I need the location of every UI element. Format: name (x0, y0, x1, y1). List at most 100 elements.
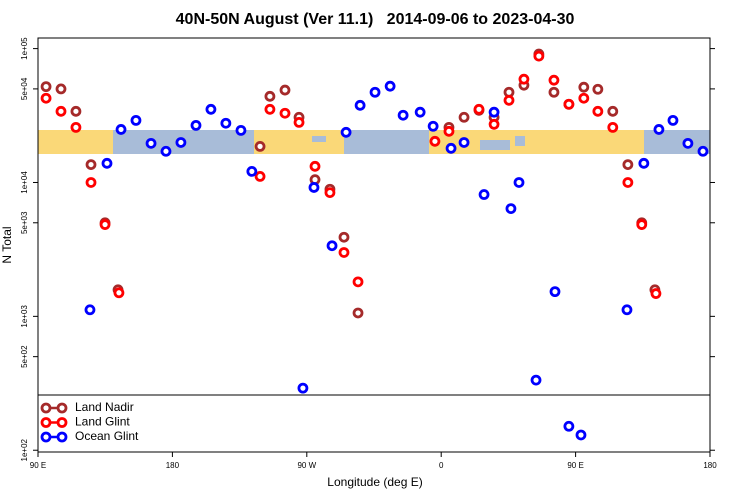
y-tick-label: 5e+04 (20, 77, 29, 100)
point (563, 420, 575, 432)
point (622, 177, 634, 188)
point (55, 83, 67, 95)
plot-frame (37, 37, 711, 453)
point (175, 137, 187, 148)
point (338, 247, 350, 258)
point (130, 114, 142, 126)
point (607, 121, 619, 133)
point (352, 307, 364, 319)
point (443, 125, 455, 137)
point (548, 74, 560, 86)
chart-title: 40N-50N August (Ver 11.1) 2014-09-06 to … (176, 11, 575, 28)
y-axis-label: N Total (0, 226, 14, 263)
point (99, 219, 111, 230)
point (513, 177, 525, 188)
point (354, 99, 366, 111)
map-strip (38, 130, 710, 154)
point (548, 86, 560, 98)
point (246, 165, 258, 177)
point (518, 73, 530, 85)
point (160, 145, 172, 157)
point (650, 288, 662, 299)
y-tick-label: 1e+03 (20, 305, 29, 328)
point (636, 219, 648, 230)
point (592, 83, 604, 95)
point (458, 137, 470, 148)
point (297, 382, 309, 394)
point (578, 92, 590, 104)
point (264, 103, 276, 115)
point (414, 106, 426, 118)
legend-marker (56, 431, 68, 443)
point (84, 304, 96, 316)
point (254, 140, 266, 152)
point (622, 159, 634, 170)
x-tick-label: 90 E (567, 461, 583, 470)
point (384, 80, 396, 92)
point (40, 81, 52, 93)
point (115, 124, 127, 135)
point (352, 276, 364, 288)
point (101, 157, 113, 169)
x-tick-label: 90 E (30, 461, 46, 470)
point (113, 287, 125, 299)
point (621, 304, 633, 316)
point (533, 50, 545, 62)
legend-marker (40, 431, 52, 443)
point (549, 286, 561, 298)
point (190, 119, 202, 131)
point (638, 157, 650, 169)
legend-label: Land Nadir (75, 400, 134, 414)
point (397, 109, 409, 121)
point (427, 120, 439, 132)
y-tick-label: 5e+02 (20, 345, 29, 368)
point (70, 105, 82, 117)
y-tick-label: 1e+05 (20, 37, 29, 60)
point (369, 86, 381, 98)
x-axis-label: Longitude (deg E) (327, 475, 422, 489)
point (235, 124, 247, 136)
point (338, 231, 350, 243)
point (697, 145, 709, 157)
point (505, 203, 517, 215)
y-tick-label: 1e+02 (20, 438, 29, 461)
point (205, 103, 217, 115)
point (55, 105, 67, 117)
lake (312, 136, 326, 142)
point (85, 159, 97, 170)
land (254, 130, 344, 154)
legend-marker (56, 417, 68, 428)
x-tick-label: 180 (703, 461, 717, 470)
point (458, 111, 470, 123)
point (563, 98, 575, 110)
point (70, 121, 82, 133)
point (254, 171, 266, 182)
legend-marker (40, 417, 52, 428)
legend-label: Land Glint (75, 415, 130, 429)
x-tick-label: 180 (166, 461, 180, 470)
point (340, 126, 352, 138)
point (578, 81, 590, 93)
legend-marker (40, 402, 52, 414)
point (293, 117, 305, 128)
legend-label: Ocean Glint (75, 429, 139, 443)
point (40, 92, 52, 104)
point (488, 118, 500, 130)
point (488, 106, 500, 118)
point (279, 84, 291, 96)
point (264, 90, 276, 102)
sea (515, 136, 525, 146)
legend-marker (56, 402, 68, 414)
point (667, 114, 679, 126)
point (592, 105, 604, 117)
point (653, 124, 665, 135)
point (220, 117, 232, 129)
point (85, 177, 97, 188)
y-tick-label: 1e+04 (20, 171, 29, 194)
point (445, 142, 457, 154)
y-tick-label: 5e+03 (20, 211, 29, 234)
point (145, 137, 157, 149)
point (607, 105, 619, 117)
